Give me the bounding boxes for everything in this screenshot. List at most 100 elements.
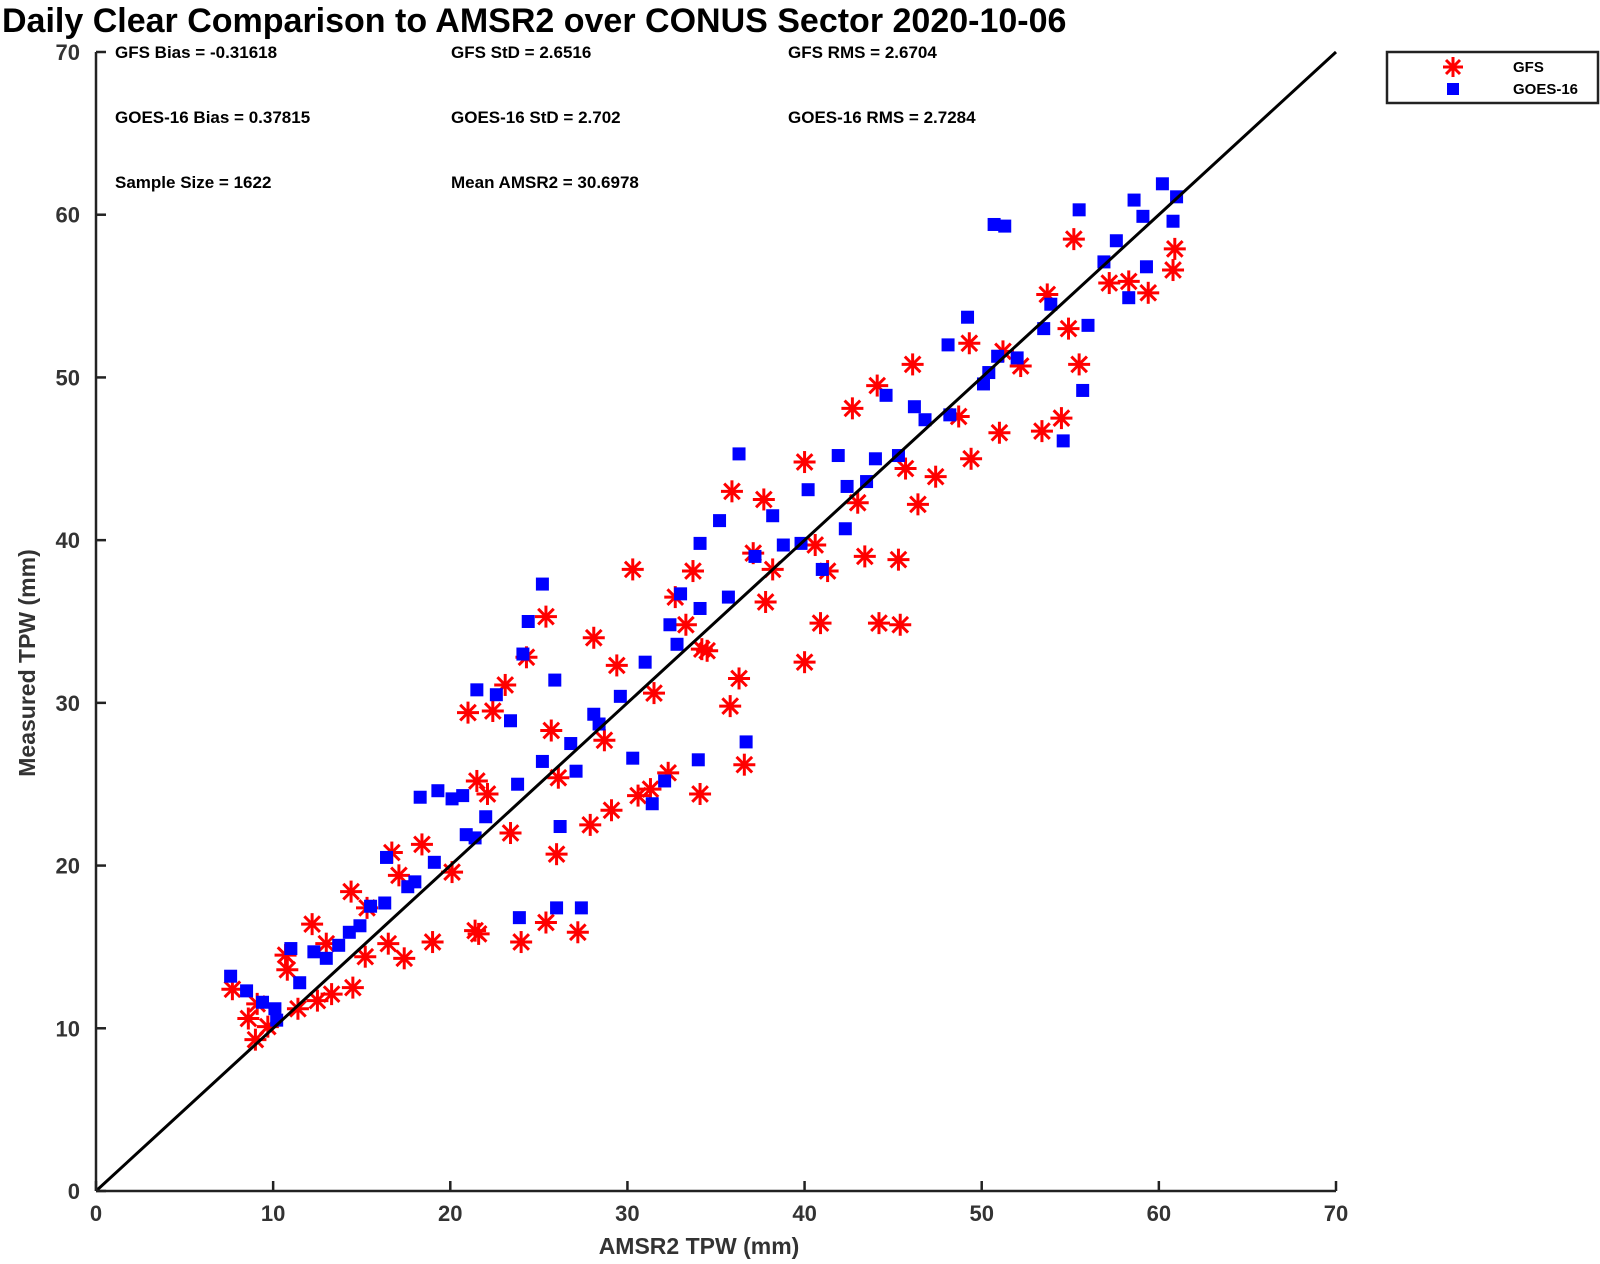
goes-16-point: [1155, 177, 1169, 191]
gfs-point: [639, 778, 662, 801]
goes-16-point: [739, 735, 753, 749]
gfs-point: [340, 880, 363, 903]
gfs-point: [579, 813, 602, 836]
x-tick-label: 0: [90, 1201, 102, 1226]
axes: [94, 52, 1336, 1193]
goes-16-point: [511, 777, 525, 791]
goes-16-point: [879, 388, 893, 402]
gfs-point: [387, 864, 410, 887]
chart-title: Daily Clear Comparison to AMSR2 over CON…: [2, 2, 1066, 40]
goes-16-point: [670, 637, 684, 651]
y-tick-label: 50: [56, 365, 80, 390]
gfs-point: [1117, 270, 1140, 293]
gfs-point: [377, 932, 400, 955]
goes-16-point: [815, 562, 829, 576]
gfs-point: [499, 822, 522, 845]
x-tick-label: 30: [615, 1201, 639, 1226]
x-tick-label: 60: [1147, 1201, 1171, 1226]
gfs-point: [643, 682, 665, 705]
goes-16-point: [987, 217, 1001, 231]
goes-16-point: [516, 647, 530, 661]
reference-line: [94, 50, 1338, 1193]
gfs-point: [354, 945, 377, 968]
gfs-point: [467, 922, 490, 945]
goes-16-point: [550, 901, 564, 915]
goes-16-point: [907, 400, 921, 414]
gfs-point: [793, 651, 816, 674]
gfs-point: [237, 1007, 260, 1030]
gfs-point: [894, 457, 917, 480]
gfs-point: [341, 976, 364, 999]
goes-16-point: [766, 509, 780, 523]
goes-16-point: [693, 536, 707, 550]
goes-16-point: [1044, 297, 1058, 311]
goes-16-point: [645, 797, 659, 811]
goes-16-point: [380, 850, 394, 864]
goes-16-point: [569, 764, 583, 778]
gfs-point: [720, 480, 743, 503]
gfs-point: [481, 699, 504, 722]
goes-16-point: [961, 310, 975, 324]
y-tick-label: 0: [68, 1179, 80, 1204]
goes-16-point: [431, 784, 445, 798]
gfs-point: [887, 548, 910, 571]
gfs-point: [566, 921, 589, 944]
gfs-point: [286, 997, 309, 1020]
goes-16-point: [456, 789, 470, 803]
y-tick-label: 10: [56, 1016, 80, 1041]
goes-16-point: [445, 792, 459, 806]
gfs-point: [545, 843, 568, 866]
gfs-point: [534, 605, 557, 628]
goes-16-point: [553, 820, 567, 834]
goes-16-point: [801, 483, 815, 497]
stat-gfs-rms: GFS RMS = 2.6704: [788, 43, 937, 62]
gfs-point: [1098, 272, 1121, 295]
gfs-point: [754, 590, 777, 613]
gfs-point: [674, 613, 697, 636]
legend-goes-marker: [1447, 83, 1459, 95]
gfs-point: [846, 491, 869, 514]
goes-16-point: [1166, 214, 1180, 228]
gfs-point: [605, 654, 628, 677]
goes-16-point: [470, 683, 484, 697]
gfs-point: [534, 911, 557, 934]
gfs-point: [547, 766, 570, 789]
goes-16-point: [224, 969, 238, 983]
y-tick-label: 40: [56, 528, 80, 553]
y-tick-label: 30: [56, 691, 80, 716]
x-tick-label: 20: [438, 1201, 462, 1226]
goes-16-point: [663, 618, 677, 632]
goes-16-point: [1076, 383, 1090, 397]
y-tick-label: 20: [56, 854, 80, 879]
goes-16-point: [307, 945, 321, 959]
legend-gfs-label: GFS: [1513, 59, 1544, 76]
goes-16-point: [284, 942, 298, 956]
gfs-point: [841, 397, 864, 420]
goes-16-point: [918, 413, 932, 427]
gfs-point: [988, 421, 1011, 444]
goes-16-point: [332, 938, 346, 952]
series-goes-16: [224, 177, 1184, 1027]
goes-16-point: [613, 689, 627, 703]
gfs-point: [1062, 228, 1085, 251]
series-gfs: [221, 228, 1186, 1051]
gfs-point: [924, 465, 947, 488]
goes-16-point: [364, 899, 378, 913]
x-tick-label: 50: [969, 1201, 993, 1226]
goes-16-point: [748, 549, 762, 563]
gfs-point: [540, 719, 563, 742]
gfs-point: [719, 695, 742, 718]
goes-16-point: [1127, 193, 1141, 207]
goes-16-point: [831, 449, 845, 463]
stat-sample-size: Sample Size = 1622: [115, 173, 271, 192]
goes-16-point: [342, 925, 356, 939]
goes-16-point: [574, 901, 588, 915]
goes-16-point: [941, 338, 955, 352]
stat-mean-amsr2: Mean AMSR2 = 30.6978: [451, 173, 639, 192]
gfs-point: [804, 534, 827, 557]
goes-16-point: [504, 714, 518, 728]
goes-16-point: [1136, 209, 1150, 223]
gfs-point: [866, 374, 889, 397]
gfs-point: [600, 799, 623, 822]
gfs-point: [689, 782, 712, 805]
